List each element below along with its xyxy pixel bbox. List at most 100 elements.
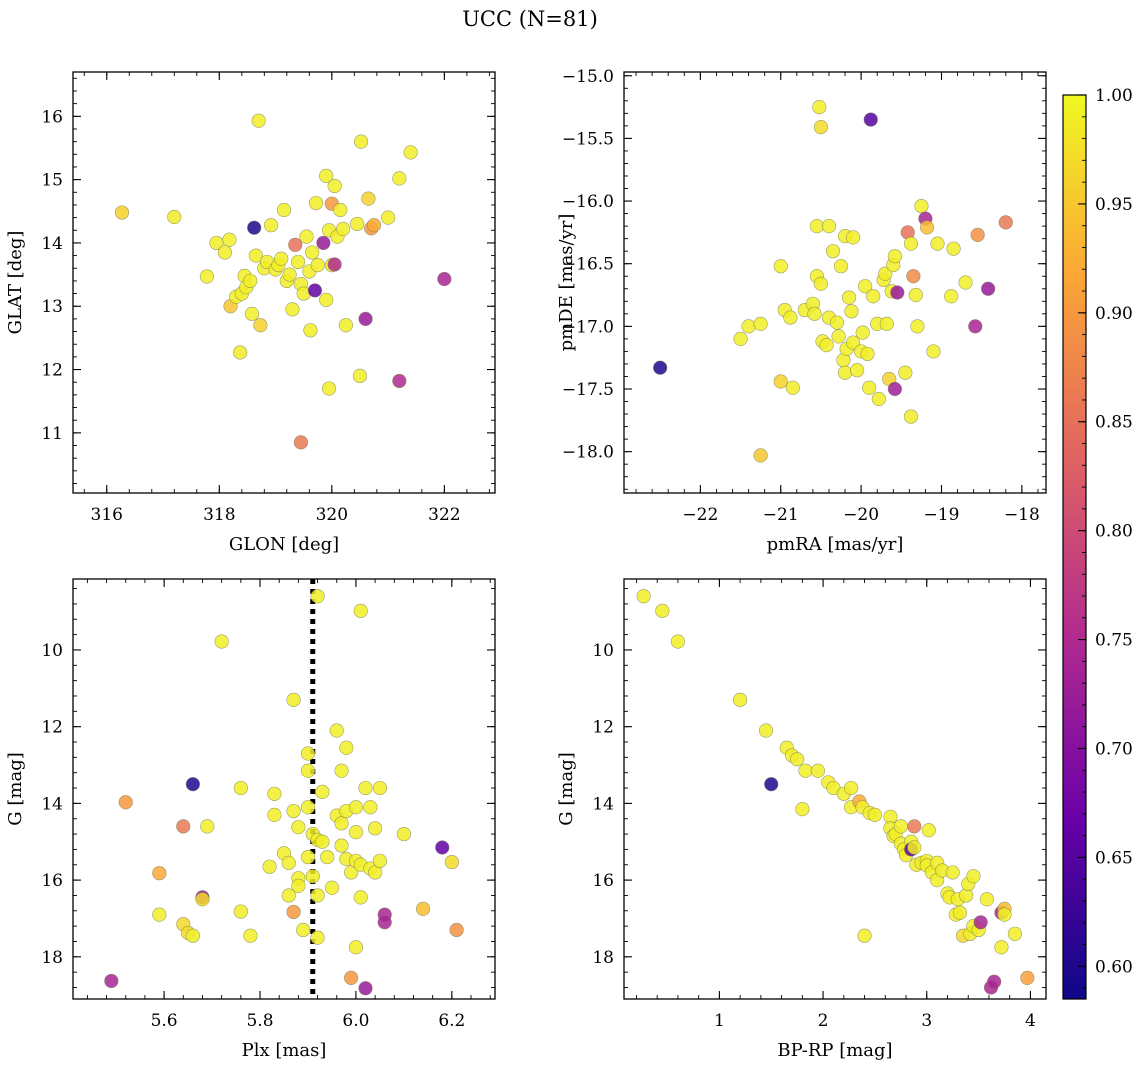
data-point	[396, 826, 411, 842]
data-point	[286, 904, 301, 920]
data-point	[907, 819, 922, 834]
data-point	[303, 323, 318, 338]
data-point	[855, 325, 870, 340]
data-point	[310, 930, 325, 945]
data-point	[305, 245, 320, 260]
data-point	[315, 834, 330, 849]
data-point	[392, 171, 407, 186]
y-tick-label: −17.5	[562, 380, 614, 400]
data-point	[415, 901, 431, 916]
data-point	[733, 331, 748, 346]
y-tick-label: 13	[41, 297, 63, 317]
data-point	[267, 786, 282, 801]
colorbar-tick-label: 0.65	[1095, 848, 1133, 868]
data-point	[281, 888, 296, 903]
data-point	[785, 380, 800, 395]
data-point	[185, 928, 200, 943]
data-point	[199, 269, 215, 284]
subplot-1: 316 318 320 322 11 12 13 14 15 16 GLON [deg] GLAT […	[5, 71, 496, 555]
data-point	[286, 692, 301, 707]
data-point	[372, 780, 388, 796]
data-point	[327, 257, 342, 272]
data-point	[366, 218, 382, 233]
minor-ticks	[73, 579, 495, 999]
data-point	[653, 360, 668, 375]
colorbar-tick-label: 1.00	[1095, 86, 1133, 106]
data-point	[334, 838, 349, 853]
data-point	[361, 191, 376, 206]
data-point	[908, 287, 923, 303]
data-point	[795, 802, 810, 817]
data-point	[288, 237, 303, 252]
y-tick-label: −15.0	[562, 67, 614, 87]
y-tick-label: −18.0	[562, 443, 614, 463]
subplot-3: 5.6 5.8 6.0 6.2 10 12 14 16 18 Plx [mas] G [mag]	[5, 578, 496, 1061]
x-axis-label: pmRA [mas/yr]	[767, 534, 904, 555]
data-point	[263, 218, 279, 233]
data-point	[966, 869, 981, 884]
data-point	[307, 283, 323, 298]
data-point	[335, 221, 351, 237]
data-point	[262, 859, 277, 874]
data-point	[819, 338, 834, 353]
data-point	[339, 740, 354, 755]
data-point	[914, 198, 929, 214]
data-point	[152, 907, 167, 922]
x-tick-label: 2	[818, 1011, 829, 1031]
x-tick-label: 318	[203, 505, 235, 525]
data-point	[247, 220, 262, 235]
x-tick-label: 5.8	[246, 1011, 273, 1031]
colorbar-tick-label: 0.95	[1095, 195, 1133, 215]
data-points	[104, 589, 464, 996]
data-point	[200, 819, 215, 834]
data-point	[773, 259, 788, 274]
colorbar-tick-label: 0.85	[1095, 413, 1133, 433]
data-point	[281, 855, 296, 870]
axes-frame	[623, 578, 1047, 1000]
x-tick-label: 5.6	[151, 1011, 178, 1031]
data-point	[907, 840, 922, 855]
x-tick-label: 316	[91, 505, 123, 525]
y-tick-label: 10	[41, 641, 63, 661]
data-point	[867, 807, 883, 822]
data-point	[333, 202, 348, 218]
axes-frame	[72, 578, 496, 1000]
data-point	[233, 345, 248, 360]
data-point	[833, 259, 849, 274]
y-axis-label: GLAT [deg]	[5, 231, 26, 335]
data-point	[310, 589, 325, 604]
data-points	[653, 99, 1013, 463]
data-point	[887, 381, 902, 397]
data-point	[353, 134, 369, 149]
data-point	[968, 319, 983, 334]
data-point	[997, 907, 1012, 922]
data-point	[217, 245, 233, 260]
data-point	[844, 304, 859, 319]
data-point	[863, 112, 878, 127]
data-point	[321, 381, 337, 396]
data-point	[825, 244, 841, 259]
data-point	[994, 940, 1009, 955]
data-point	[958, 275, 973, 290]
data-point	[308, 195, 324, 211]
colorbar-tick-label: 0.70	[1095, 739, 1133, 759]
x-tick-label: −21	[763, 505, 799, 525]
data-point	[910, 319, 925, 334]
data-point	[1007, 926, 1022, 941]
y-tick-label: 14	[592, 794, 614, 814]
data-point	[352, 368, 368, 383]
data-point	[890, 285, 905, 300]
y-tick-label: 16	[41, 107, 63, 127]
data-point	[315, 784, 330, 799]
data-point	[291, 820, 306, 835]
data-point	[253, 318, 268, 333]
data-point	[353, 890, 368, 905]
colorbar-tick-label: 0.60	[1095, 957, 1133, 977]
data-point	[437, 271, 452, 287]
y-tick-label: −17.0	[562, 317, 614, 337]
data-point	[319, 292, 334, 308]
data-point	[152, 866, 167, 881]
data-point	[368, 821, 383, 836]
